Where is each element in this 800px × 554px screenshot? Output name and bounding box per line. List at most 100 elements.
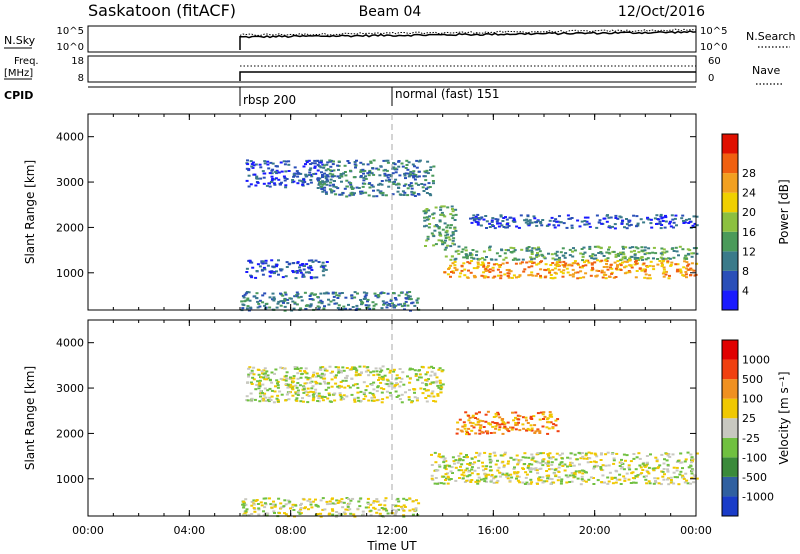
- data-cell: [421, 186, 425, 189]
- data-cell: [351, 306, 355, 308]
- data-cell: [282, 175, 286, 178]
- data-cell: [492, 263, 496, 266]
- data-cell: [488, 271, 492, 273]
- data-cell: [452, 460, 456, 463]
- data-cell: [488, 222, 492, 225]
- data-cell: [540, 224, 544, 227]
- data-cell: [622, 453, 626, 456]
- data-cell: [453, 243, 456, 246]
- data-cell: [636, 247, 640, 250]
- data-cell: [301, 273, 305, 276]
- data-cell: [408, 298, 411, 301]
- cpid-mode-rbsp: rbsp 200: [243, 93, 296, 107]
- colorbar-tick-label: 1000: [742, 354, 770, 367]
- data-cell: [407, 296, 410, 299]
- data-cell: [536, 452, 540, 455]
- data-cell: [241, 307, 245, 310]
- data-cell: [655, 460, 659, 463]
- data-cell: [536, 252, 539, 254]
- data-cell: [612, 250, 616, 253]
- data-cell: [491, 225, 495, 228]
- data-cell: [606, 451, 610, 454]
- data-cell: [415, 299, 419, 302]
- data-cell: [361, 510, 365, 513]
- data-cell: [430, 477, 434, 480]
- data-cell: [300, 372, 304, 375]
- data-cell: [584, 452, 588, 455]
- data-cell: [247, 373, 251, 376]
- data-cell: [505, 249, 509, 252]
- data-cell: [336, 175, 340, 178]
- data-cell: [501, 418, 504, 421]
- data-cell: [296, 293, 300, 295]
- data-cell: [444, 479, 447, 481]
- data-cell: [272, 510, 276, 513]
- data-cell: [525, 247, 529, 250]
- data-cell: [648, 482, 652, 485]
- data-cell: [538, 418, 542, 421]
- data-cell: [314, 383, 318, 386]
- data-cell: [470, 479, 474, 481]
- data-cell: [328, 184, 332, 187]
- data-cell: [535, 221, 538, 224]
- data-cell: [512, 419, 516, 422]
- data-cell: [476, 418, 480, 421]
- data-cell: [593, 261, 597, 264]
- data-cell: [389, 394, 393, 397]
- data-cell: [263, 172, 267, 175]
- colorbar-tick-label: 100: [742, 393, 763, 406]
- data-cell: [279, 366, 283, 369]
- data-cell: [473, 469, 477, 472]
- data-cell: [336, 502, 340, 504]
- data-cell: [501, 262, 505, 265]
- data-cell: [317, 301, 321, 304]
- data-cell: [545, 418, 549, 421]
- data-cell: [287, 398, 291, 401]
- data-cell: [337, 499, 341, 502]
- data-cell: [519, 214, 523, 217]
- data-cell: [659, 483, 663, 486]
- data-cell: [448, 478, 452, 481]
- data-cell: [427, 378, 430, 381]
- data-cell: [367, 399, 371, 402]
- data-cell: [391, 181, 395, 184]
- data-cell: [295, 170, 299, 173]
- data-cell: [538, 430, 542, 433]
- data-cell: [316, 169, 320, 172]
- data-cell: [533, 424, 537, 427]
- data-cell: [454, 229, 458, 232]
- data-cell: [359, 192, 363, 195]
- data-cell: [474, 215, 478, 218]
- data-cell: [468, 262, 472, 265]
- data-cell: [380, 180, 384, 182]
- data-cell: [630, 472, 634, 475]
- data-cell: [255, 292, 259, 295]
- data-cell: [614, 267, 618, 270]
- data-cell: [258, 299, 262, 302]
- colorbar-tick-label: 28: [742, 167, 756, 180]
- data-cell: [264, 396, 268, 399]
- colorbar-tick-label: 8: [742, 265, 749, 278]
- data-cell: [306, 499, 310, 502]
- data-cell: [415, 499, 418, 502]
- data-cell: [251, 376, 255, 379]
- data-cell: [402, 504, 406, 507]
- data-cell: [359, 299, 363, 301]
- data-cell: [491, 217, 495, 220]
- data-cell: [287, 163, 291, 166]
- data-cell: [494, 258, 498, 261]
- data-cell: [402, 383, 406, 386]
- data-cell: [527, 483, 531, 486]
- y-tick-label: 1000: [56, 473, 84, 486]
- data-cell: [527, 266, 531, 269]
- data-cell: [422, 190, 426, 192]
- data-cell: [437, 386, 441, 389]
- data-cell: [665, 452, 669, 455]
- data-cell: [264, 306, 268, 309]
- data-cell: [564, 252, 568, 255]
- data-cell: [414, 182, 418, 185]
- colorbar-swatch: [722, 251, 738, 271]
- data-cell: [439, 482, 443, 485]
- data-cell: [478, 432, 482, 435]
- data-cell: [507, 460, 510, 463]
